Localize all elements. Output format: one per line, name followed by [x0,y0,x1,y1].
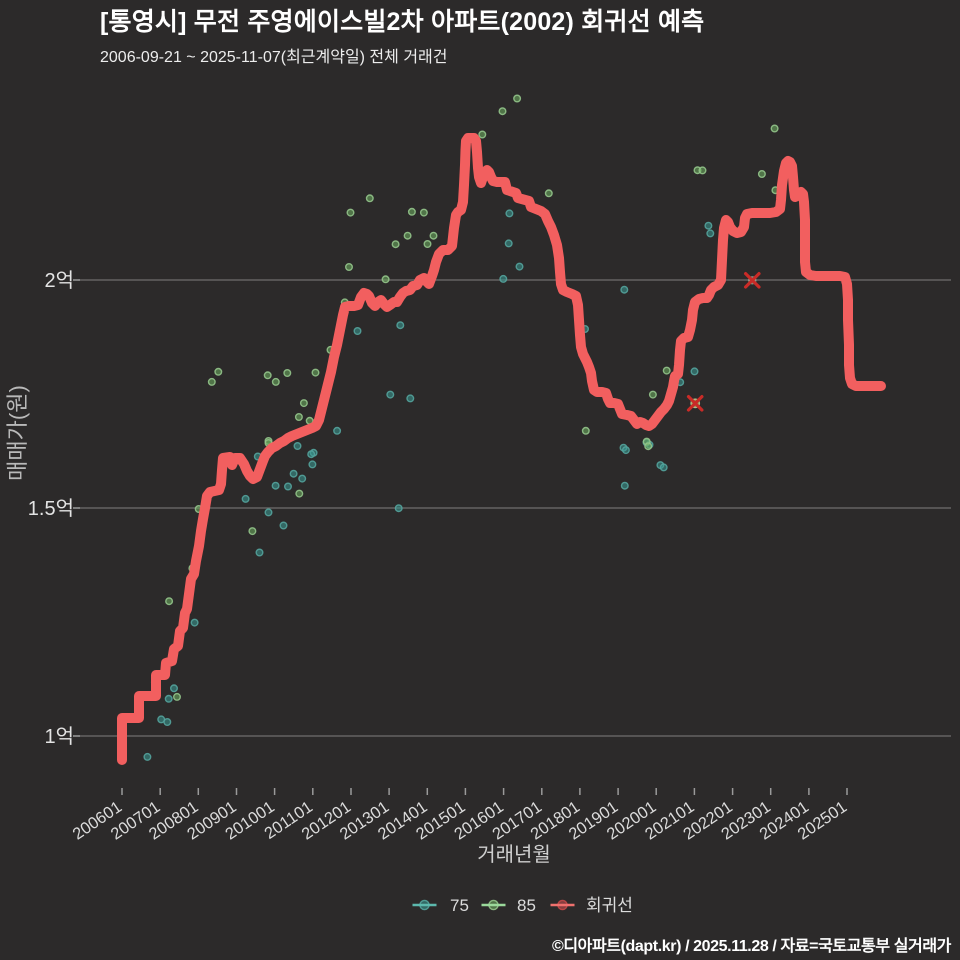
svg-text:2억: 2억 [44,269,74,292]
svg-text:회귀선: 회귀선 [586,896,633,915]
svg-text:75: 75 [450,896,469,915]
svg-text:거래년월: 거래년월 [477,843,551,866]
svg-text:매매가(원): 매매가(원) [5,385,30,481]
svg-text:1.5억: 1.5억 [28,497,74,520]
svg-text:85: 85 [517,896,536,915]
svg-text:1억: 1억 [44,725,74,748]
